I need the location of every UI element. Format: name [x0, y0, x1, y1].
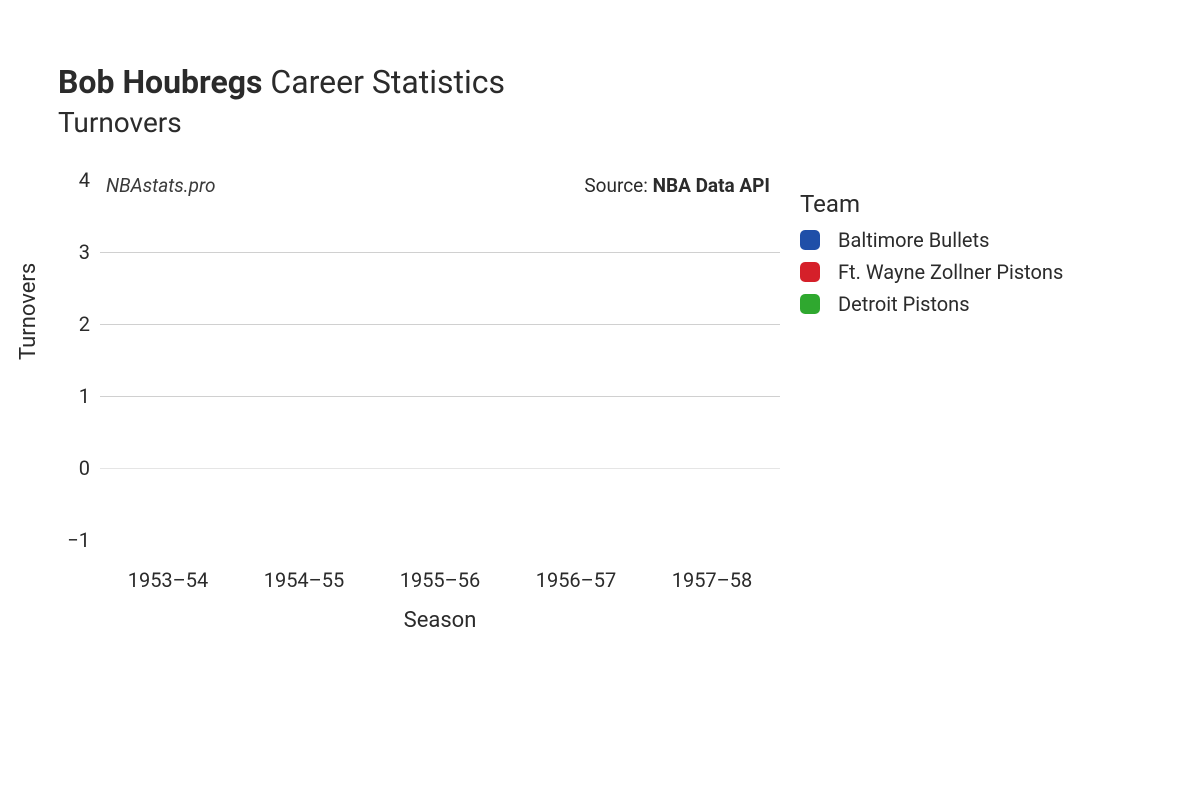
x-axis-label: Season	[100, 608, 780, 633]
gridline	[100, 396, 780, 397]
legend-swatch	[800, 262, 820, 282]
y-tick-label: 4	[50, 168, 90, 192]
x-tick-label: 1953–54	[128, 568, 209, 592]
chart-title-rest: Career Statistics	[262, 63, 505, 101]
legend-swatch	[800, 294, 820, 314]
chart-title-block: Bob Houbregs Career Statistics Turnovers	[58, 62, 505, 139]
legend-label: Baltimore Bullets	[838, 228, 989, 252]
legend: Team Baltimore Bullets Ft. Wayne Zollner …	[800, 190, 1063, 324]
chart-container: Bob Houbregs Career Statistics Turnovers…	[0, 0, 1200, 800]
legend-item: Baltimore Bullets	[800, 228, 1063, 252]
y-tick-label: 2	[50, 312, 90, 336]
y-tick-label: 1	[50, 384, 90, 408]
watermark-text: NBAstats.pro	[106, 174, 216, 197]
y-tick-label: −1	[50, 528, 90, 552]
source-name: NBA Data API	[653, 174, 770, 197]
legend-item: Ft. Wayne Zollner Pistons	[800, 260, 1063, 284]
x-tick-label: 1957–58	[672, 568, 753, 592]
source-prefix: Source:	[584, 174, 652, 197]
chart-title-name: Bob Houbregs	[58, 63, 262, 101]
legend-swatch	[800, 230, 820, 250]
source-attribution: Source: NBA Data API	[584, 174, 770, 197]
gridline	[100, 252, 780, 253]
y-axis-label: Turnovers	[16, 263, 41, 360]
gridline	[100, 324, 780, 325]
chart-title: Bob Houbregs Career Statistics	[58, 62, 505, 102]
legend-title: Team	[800, 190, 1063, 218]
x-tick-label: 1954–55	[264, 568, 345, 592]
legend-item: Detroit Pistons	[800, 292, 1063, 316]
y-tick-label: 3	[50, 240, 90, 264]
x-tick-label: 1956–57	[536, 568, 617, 592]
legend-label: Detroit Pistons	[838, 292, 970, 316]
gridline	[100, 468, 780, 469]
legend-label: Ft. Wayne Zollner Pistons	[838, 260, 1063, 284]
x-tick-label: 1955–56	[400, 568, 481, 592]
chart-subtitle: Turnovers	[58, 106, 505, 139]
plot-area: NBAstats.pro Source: NBA Data API Season…	[100, 180, 780, 540]
y-tick-label: 0	[50, 456, 90, 480]
